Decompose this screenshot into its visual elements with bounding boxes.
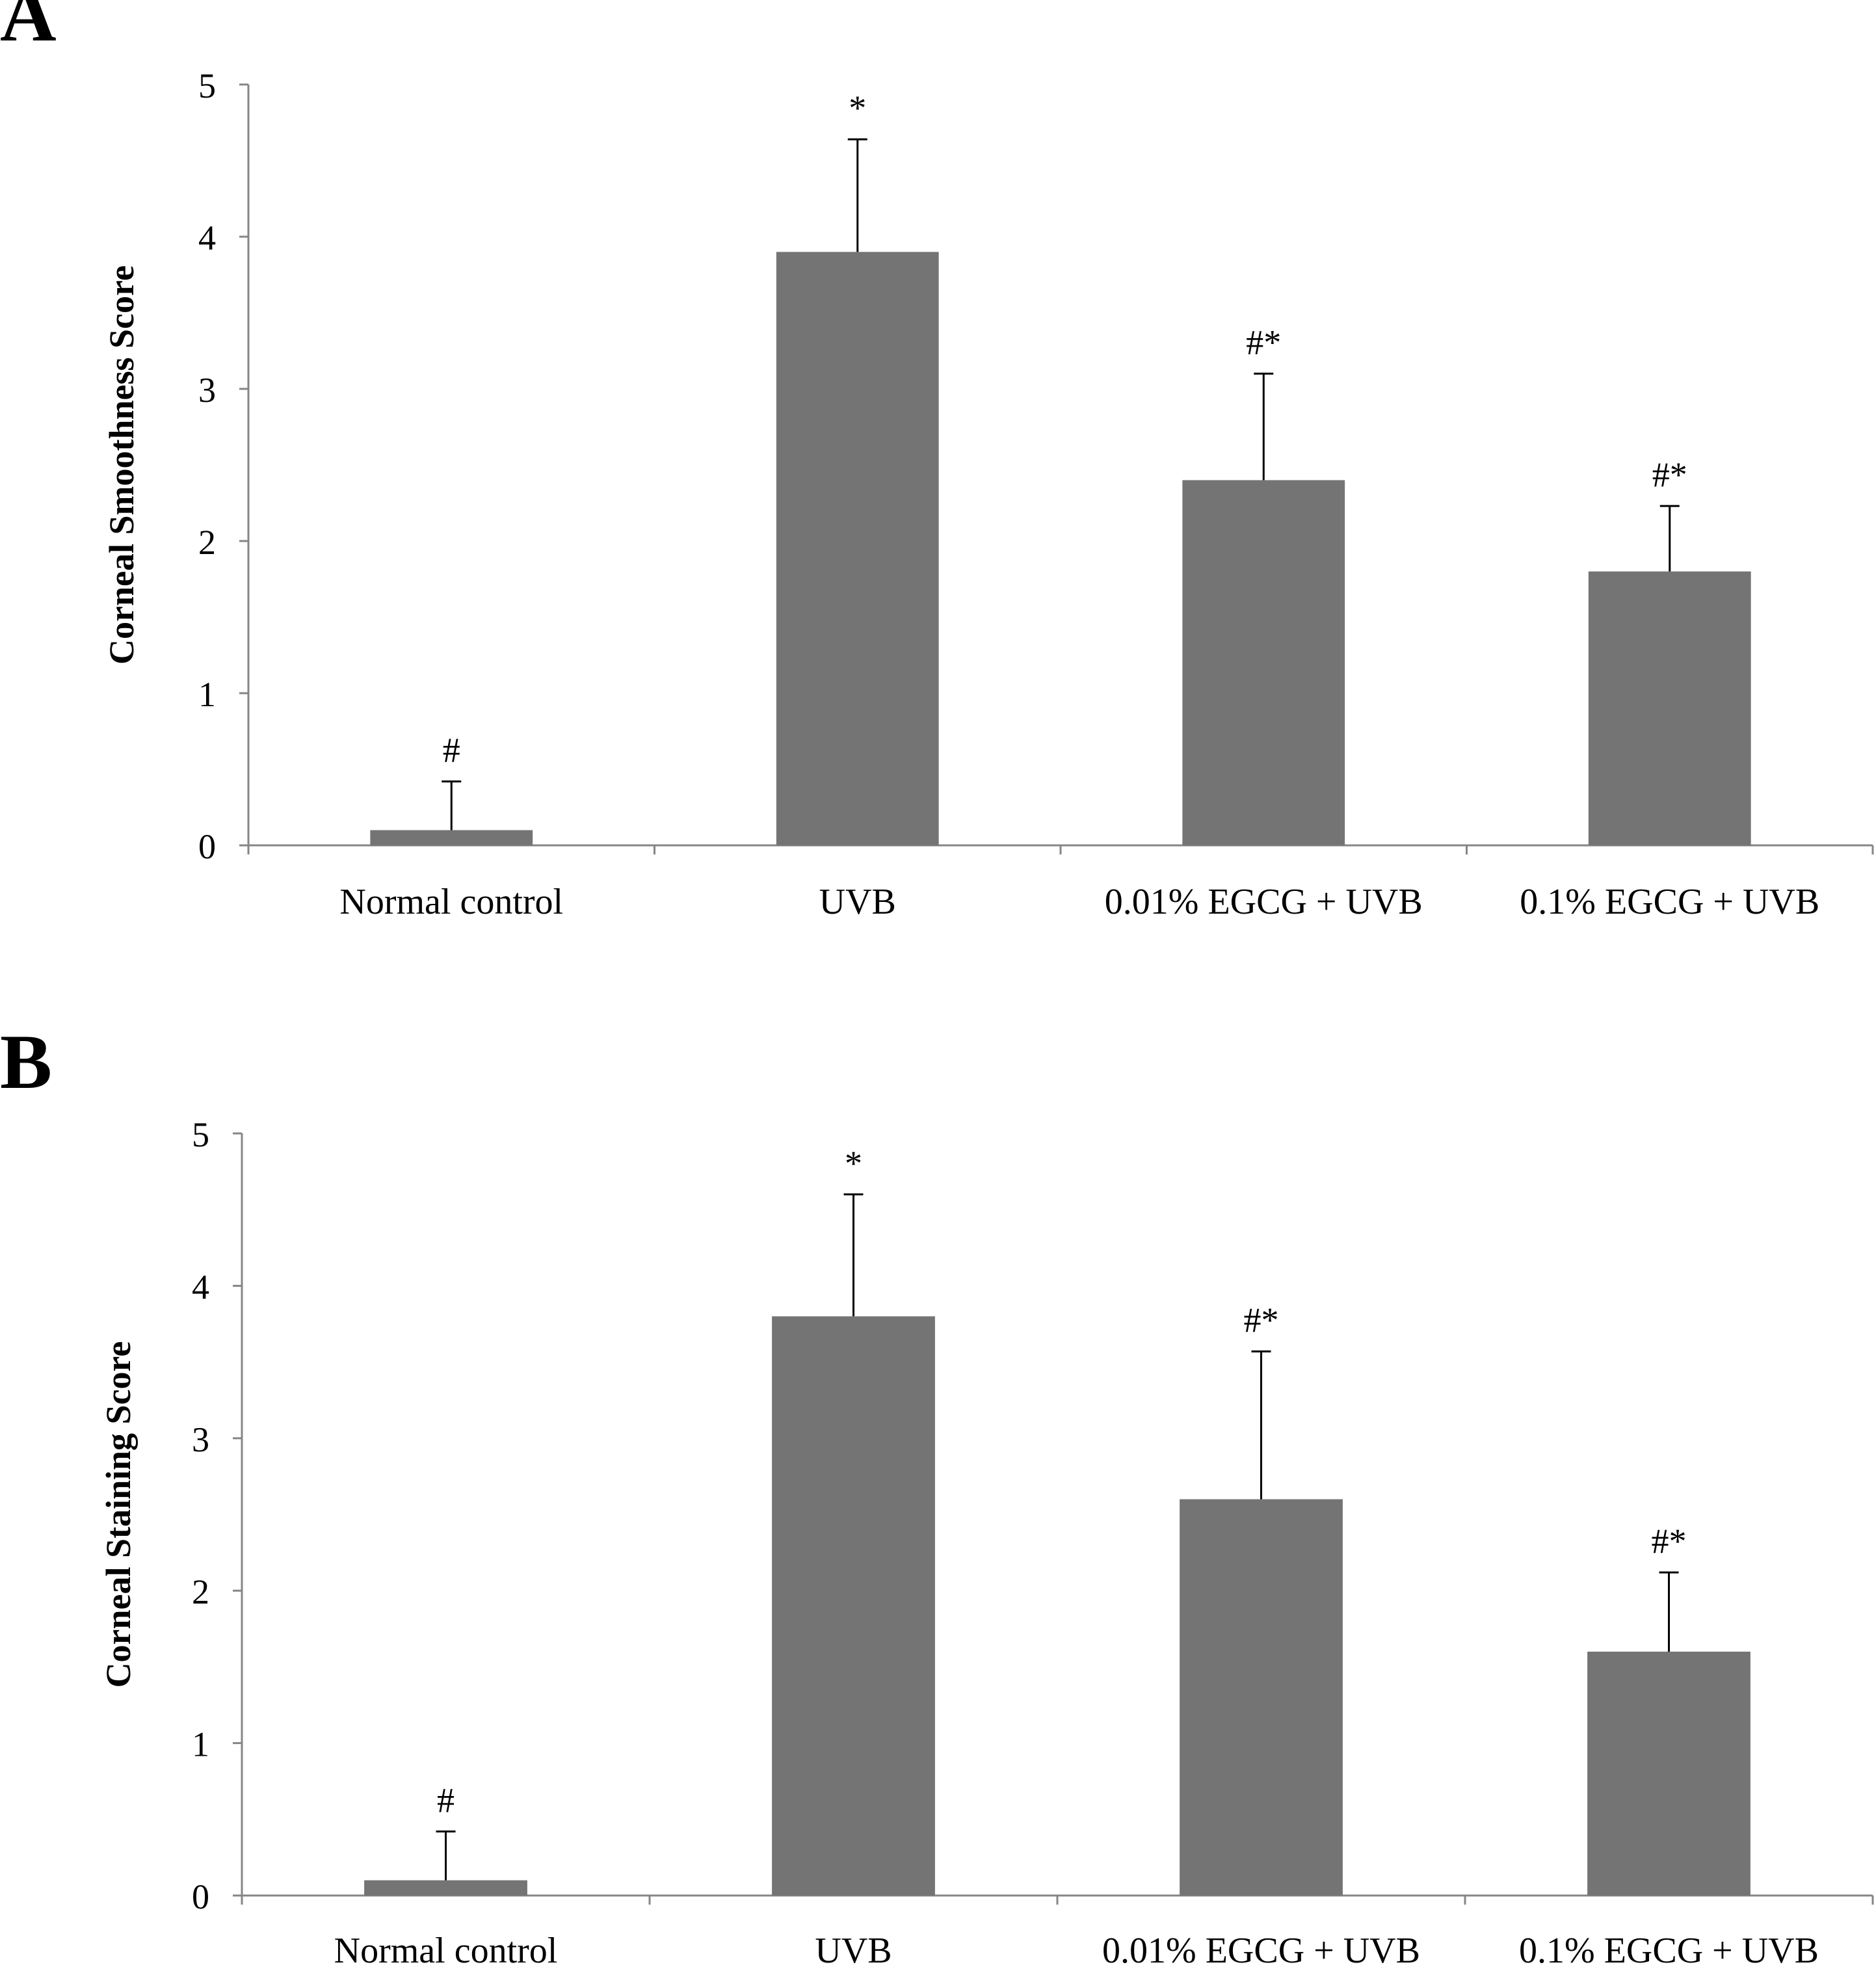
category-label: 0.1% EGCG + UVB [1520, 882, 1819, 922]
significance-marker: # [437, 1781, 455, 1820]
y-tick-label: 3 [198, 371, 216, 410]
category-label: 0.1% EGCG + UVB [1519, 1931, 1819, 1966]
significance-marker: #* [1652, 455, 1687, 494]
y-tick-label: 4 [198, 218, 216, 258]
significance-marker: * [849, 88, 866, 127]
y-tick-label: 5 [198, 66, 216, 105]
y-tick-label: 0 [192, 1877, 209, 1916]
category-label: UVB [819, 882, 896, 922]
bar [370, 830, 533, 845]
chart-panel-a: 0 1 2 3 4 5 Corneal Smoothness Score # Normal co… [102, 66, 1874, 922]
bar [1588, 571, 1751, 845]
category-label: Normal control [334, 1931, 558, 1966]
y-tick-label: 1 [192, 1725, 209, 1764]
panel-letter-a: A [0, 0, 57, 57]
bar [364, 1880, 527, 1896]
y-tick-label: 0 [198, 827, 216, 866]
y-tick-label: 5 [192, 1115, 209, 1154]
y-axis-label: Corneal Staining Score [99, 1341, 138, 1687]
panel-letter-b: B [0, 1018, 52, 1105]
y-tick-label: 2 [198, 523, 216, 562]
y-axis-label: Corneal Smoothness Score [102, 265, 141, 665]
chart-panel-b: 0 1 2 3 4 5 Corneal Staining Score # Normal cont… [99, 1115, 1874, 1969]
y-tick-label: 4 [192, 1267, 209, 1306]
bar [1182, 480, 1345, 845]
y-tick-label: 3 [192, 1420, 209, 1459]
category-label: UVB [815, 1931, 892, 1966]
y-tick-label: 1 [198, 675, 216, 714]
significance-marker: #* [1246, 323, 1281, 362]
bar [1587, 1651, 1750, 1896]
significance-marker: * [845, 1144, 862, 1183]
category-label: 0.01% EGCG + UVB [1105, 882, 1423, 922]
category-label: Normal control [339, 882, 563, 922]
bar [1180, 1499, 1343, 1896]
significance-marker: # [443, 731, 460, 770]
y-tick-label: 2 [192, 1572, 209, 1611]
bar [772, 1316, 935, 1896]
significance-marker: #* [1652, 1522, 1687, 1561]
category-label: 0.01% EGCG + UVB [1102, 1931, 1420, 1966]
significance-marker: #* [1244, 1301, 1279, 1340]
bar [776, 252, 939, 845]
